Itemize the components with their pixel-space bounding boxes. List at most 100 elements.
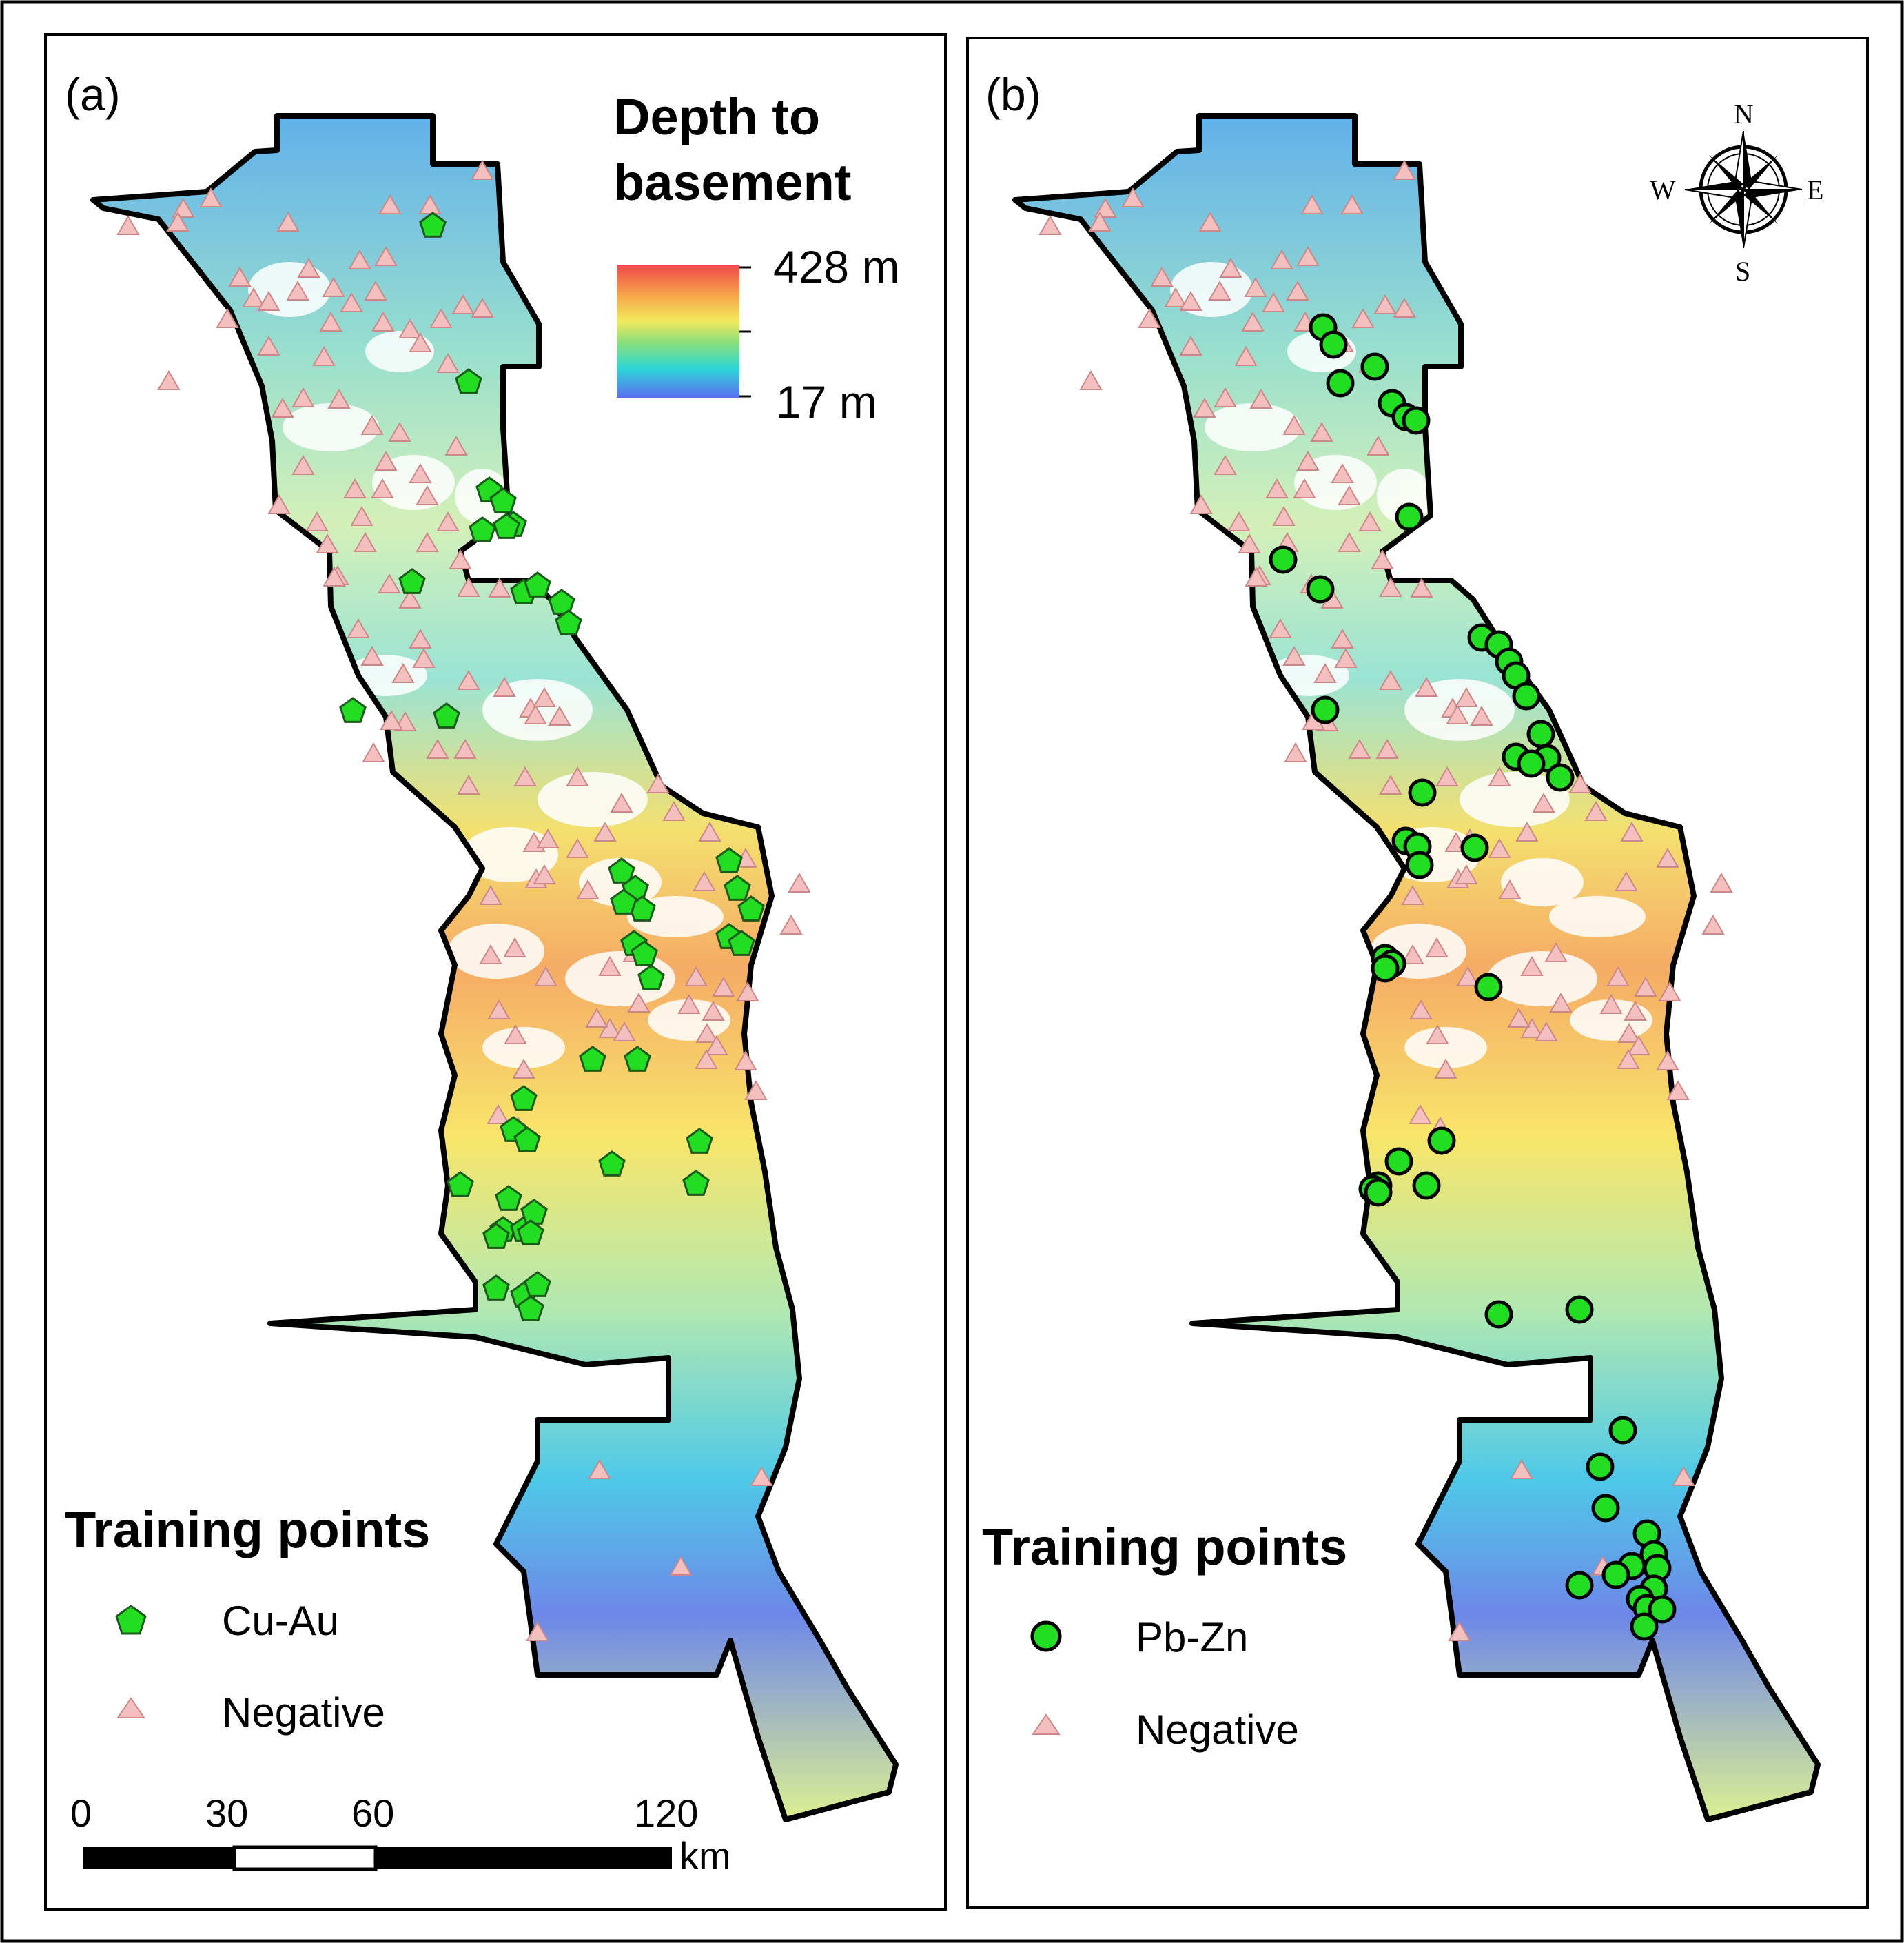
negative-marker [1379, 774, 1402, 795]
cuau-marker [447, 1171, 474, 1197]
compass-n: N [1734, 99, 1754, 130]
negative-marker [276, 211, 300, 232]
negative-marker [457, 774, 480, 795]
cuau-legend-marker [115, 1605, 147, 1635]
negative-marker [1334, 647, 1358, 668]
negative-marker [429, 307, 453, 328]
negative-marker [1426, 1024, 1449, 1044]
negative-marker [1296, 245, 1320, 266]
negative-marker [1401, 944, 1424, 964]
pbzn-marker [1565, 1571, 1594, 1600]
cuau-marker [682, 1170, 710, 1196]
pbzn-marker [1484, 1300, 1513, 1329]
compass-s: S [1735, 256, 1750, 287]
negative-marker [585, 1007, 608, 1028]
cuau-marker [433, 702, 460, 729]
pbzn-marker [1269, 545, 1298, 574]
cuau-marker [517, 1219, 544, 1245]
negative-marker [316, 533, 339, 553]
negative-marker [1331, 462, 1354, 483]
legend-negative-label-b: Negative [1136, 1707, 1299, 1753]
cuau-marker [398, 568, 426, 594]
pbzn-marker [1326, 369, 1355, 398]
negative-marker [157, 369, 181, 390]
negative-marker [669, 1555, 693, 1576]
cuau-marker [524, 1271, 551, 1297]
pbzn-marker [1311, 695, 1340, 724]
negative-marker [1293, 478, 1316, 498]
negative-marker [1282, 645, 1306, 666]
negative-marker [1079, 369, 1103, 390]
negative-marker [533, 686, 556, 707]
pbzn-marker [1608, 1416, 1637, 1445]
negative-marker [319, 311, 342, 332]
negative-marker [444, 435, 468, 456]
cuau-marker [737, 895, 765, 922]
negative-marker [1455, 864, 1478, 884]
negative-marker [1393, 297, 1416, 318]
negative-marker [362, 742, 385, 762]
cuau-marker [493, 513, 520, 539]
negative-marker [418, 194, 442, 214]
scale-segment-3 [376, 1847, 672, 1869]
negative-marker [1088, 211, 1112, 232]
negative-marker [374, 245, 398, 266]
negative-marker [453, 738, 477, 759]
negative-marker [548, 705, 571, 726]
cuau-marker [631, 940, 658, 966]
north-arrow: N S E W [1650, 99, 1823, 287]
cuau-marker [524, 571, 551, 598]
depth-color-ramp [617, 265, 739, 398]
pbzn-marker [1364, 1178, 1393, 1207]
negative-marker [1606, 966, 1630, 986]
negative-marker [1515, 821, 1539, 842]
negative-marker [449, 549, 472, 569]
negative-marker [503, 937, 526, 957]
negative-marker [705, 1035, 728, 1055]
cuau-marker [579, 1046, 606, 1072]
negative-marker [343, 478, 367, 498]
negative-marker [1198, 211, 1222, 232]
negative-marker [1401, 884, 1424, 905]
negative-marker [347, 618, 370, 638]
pbzn-marker [1546, 763, 1575, 792]
negative-marker [1338, 531, 1361, 552]
negative-marker [242, 287, 265, 307]
pbzn-marker [1402, 406, 1431, 435]
negative-marker [479, 944, 502, 964]
negative-marker [1617, 1048, 1640, 1069]
negative-marker [374, 450, 398, 471]
negative-marker [1164, 287, 1187, 307]
pbzn-marker [1412, 1171, 1441, 1200]
cuau-marker [339, 697, 367, 723]
negative-marker [1656, 1050, 1679, 1070]
panel-b-label: (b) [985, 69, 1041, 120]
negative-legend-marker-a [116, 1697, 145, 1718]
negative-marker [1227, 511, 1251, 531]
pbzn-marker [1630, 1612, 1659, 1641]
negative-marker [364, 280, 387, 301]
negative-marker [1179, 335, 1202, 356]
negative-marker [1409, 1103, 1432, 1124]
negative-marker [451, 294, 475, 314]
cuau-marker [548, 589, 575, 615]
negative-marker [1488, 766, 1511, 786]
negative-marker [1269, 618, 1292, 638]
negative-marker [513, 766, 537, 786]
pbzn-marker [1384, 1147, 1413, 1176]
negative-marker [1379, 669, 1402, 690]
negative-markers-b [1038, 159, 1733, 1641]
negative-marker [340, 292, 363, 312]
negative-marker [1331, 628, 1354, 649]
negative-marker [380, 709, 403, 730]
negative-marker [1599, 993, 1623, 1014]
negative-marker [354, 531, 377, 552]
negative-marker [1488, 837, 1511, 858]
negative-marker [1532, 792, 1555, 813]
negative-marker [360, 414, 384, 435]
cuau-marker [482, 1223, 510, 1249]
negative-marker [471, 159, 494, 180]
negative-marker [267, 494, 291, 514]
